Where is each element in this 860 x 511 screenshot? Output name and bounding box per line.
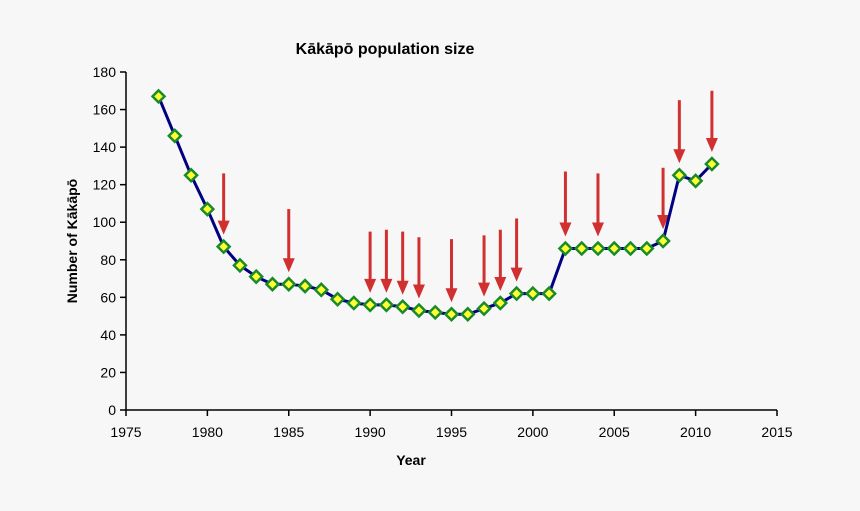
data-point-1987	[313, 282, 330, 298]
data-point-2003	[573, 240, 590, 257]
axes: 0 20 40 60 80 100 120 140 160 180 1975 1980 1985 1990…	[93, 64, 793, 440]
data-point-1984	[264, 276, 281, 292]
arrow-head	[705, 138, 718, 153]
x-axis-label: Year	[396, 452, 426, 468]
data-point-1995	[443, 306, 460, 323]
data-point-1979	[183, 167, 199, 184]
x-tick-label: 1980	[192, 424, 223, 440]
arrow-2009	[673, 100, 686, 164]
arrow-head	[591, 222, 604, 237]
population-series	[150, 88, 720, 323]
arrow-1981	[217, 173, 230, 235]
arrow-1997	[478, 235, 491, 297]
arrow-head	[478, 282, 491, 297]
arrow-head	[364, 278, 377, 293]
arrow-head	[217, 220, 230, 235]
data-point-1999	[508, 285, 525, 302]
x-tick-label: 2005	[599, 424, 630, 440]
data-point-2009	[671, 167, 688, 184]
arrow-2008	[657, 167, 670, 229]
arrow-1993	[412, 237, 425, 299]
arrow-head	[380, 278, 393, 293]
arrow-1990	[364, 231, 377, 293]
x-tick-label: 1990	[355, 424, 386, 440]
y-tick-label: 0	[108, 402, 116, 418]
arrow-head	[494, 276, 507, 291]
arrow-head	[445, 288, 458, 303]
arrow-head	[396, 280, 409, 295]
y-tick-label: 140	[93, 139, 117, 155]
arrow-head	[673, 149, 686, 164]
arrow-1999	[510, 218, 523, 282]
data-point-1982	[232, 257, 248, 274]
arrow-1991	[380, 229, 393, 293]
data-point-1978	[167, 128, 183, 144]
data-point-1996	[460, 306, 476, 323]
arrow-1998	[494, 229, 507, 291]
data-point-2007	[639, 240, 655, 257]
arrow-head	[559, 222, 572, 237]
data-point-1997	[476, 300, 492, 317]
arrow-head	[657, 215, 670, 229]
data-point-1991	[378, 297, 395, 313]
data-point-2000	[525, 285, 541, 302]
data-point-1981	[215, 238, 232, 255]
arrow-1985	[282, 209, 295, 273]
data-point-2011	[704, 156, 720, 172]
y-tick-label: 120	[93, 177, 117, 193]
arrow-head	[412, 284, 425, 299]
y-axis-label: Number of Kākāpō	[64, 179, 80, 303]
arrow-1995	[445, 239, 458, 303]
arrow-head	[510, 267, 523, 282]
y-tick-label: 60	[100, 289, 116, 305]
data-point-1998	[492, 295, 509, 311]
data-point-2010	[687, 173, 704, 189]
arrow-1992	[396, 231, 409, 295]
data-point-2005	[606, 240, 623, 257]
data-point-1988	[329, 291, 346, 307]
arrow-2011	[705, 90, 718, 153]
data-point-2006	[622, 240, 639, 257]
x-tick-label: 1995	[436, 424, 467, 440]
data-point-1989	[346, 295, 362, 311]
x-tick-label: 2000	[517, 424, 548, 440]
arrow-2002	[559, 171, 572, 237]
annotation-arrows	[217, 90, 718, 303]
y-tick-label: 80	[100, 252, 116, 268]
arrow-2004	[591, 173, 604, 237]
data-point-1990	[362, 297, 378, 313]
arrow-head	[282, 258, 295, 273]
y-tick-label: 100	[93, 214, 117, 230]
data-point-1992	[394, 298, 411, 315]
data-point-2001	[541, 285, 557, 302]
x-tick-label: 2015	[761, 424, 792, 440]
data-point-1994	[427, 304, 443, 321]
data-point-2002	[557, 240, 574, 257]
y-tick-label: 20	[100, 364, 116, 380]
x-tick-label: 1975	[110, 424, 141, 440]
data-point-1993	[411, 302, 427, 319]
data-point-1986	[297, 278, 313, 294]
data-point-1977	[150, 88, 167, 105]
data-point-2008	[655, 233, 671, 249]
data-point-1980	[199, 201, 216, 217]
y-tick-label: 180	[93, 64, 117, 80]
chart-title: Kākāpō population size	[296, 41, 475, 58]
x-tick-label: 2010	[680, 424, 711, 440]
series-line	[157, 95, 713, 316]
y-tick-label: 160	[93, 102, 117, 118]
y-tick-label: 40	[100, 327, 116, 343]
data-point-1983	[248, 268, 264, 285]
x-tick-label: 1985	[273, 424, 304, 440]
data-point-1985	[280, 276, 297, 292]
data-point-2004	[590, 240, 606, 257]
